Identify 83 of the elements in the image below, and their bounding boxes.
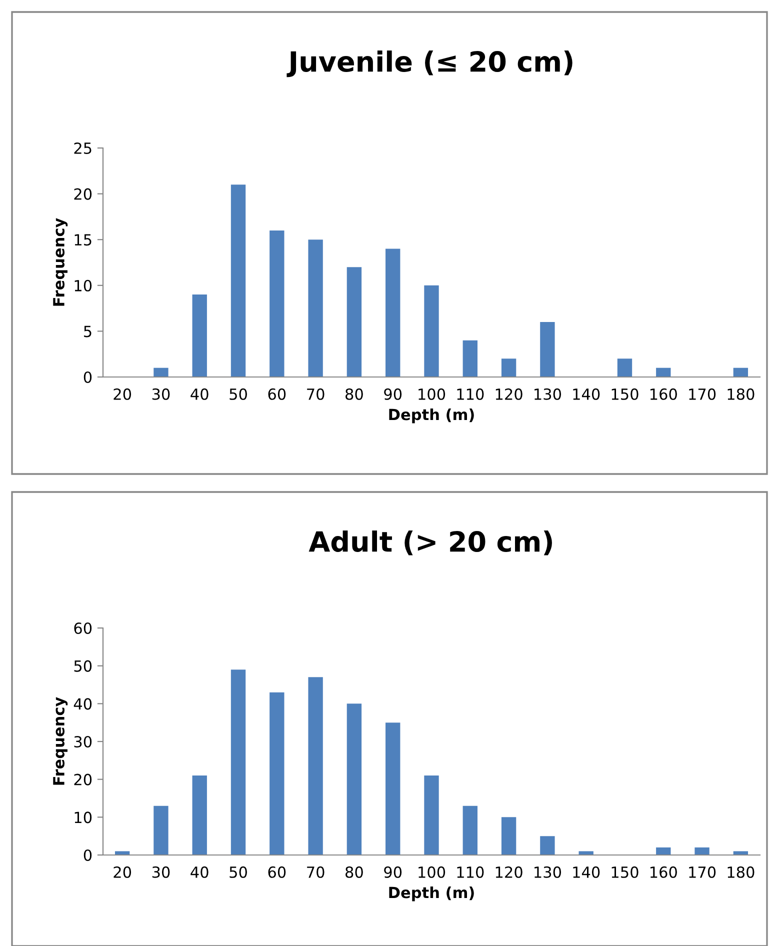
x-tick-label: 160 <box>650 866 677 878</box>
bar <box>694 847 710 855</box>
x-tick-label: 90 <box>384 866 402 878</box>
bar <box>733 368 748 377</box>
x-tick-label: 20 <box>114 388 132 400</box>
y-tick-label: 10 <box>74 280 92 292</box>
y-tick-label: 0 <box>84 371 92 384</box>
x-tick-label: 70 <box>307 388 324 400</box>
x-tick-label: 20 <box>114 866 132 878</box>
x-tick-label: 50 <box>230 388 247 400</box>
bar <box>154 806 168 855</box>
bar <box>346 267 362 377</box>
y-tick-label: 5 <box>84 326 92 338</box>
y-tick-label: 0 <box>84 849 92 862</box>
chart-title: Adult (> 20 cm) <box>308 530 552 556</box>
y-axis-title: Frequency <box>53 218 68 306</box>
x-tick-label: 130 <box>534 388 562 400</box>
bar <box>656 847 671 855</box>
x-tick-label: 160 <box>650 388 677 400</box>
y-tick-label: 60 <box>74 622 92 634</box>
x-tick-label: 140 <box>573 388 600 400</box>
bar <box>230 184 246 377</box>
x-tick-label: 60 <box>268 388 286 400</box>
bar <box>308 240 323 377</box>
x-tick-label: 100 <box>418 388 446 400</box>
y-tick-label: 30 <box>74 736 92 748</box>
bar <box>501 817 516 855</box>
x-tick-label: 90 <box>384 388 402 400</box>
x-tick-label: 150 <box>612 388 638 400</box>
x-tick-label: 170 <box>689 388 716 400</box>
x-tick-label: 60 <box>268 866 286 878</box>
bar <box>192 776 207 855</box>
bar <box>462 806 478 855</box>
bar <box>308 677 323 855</box>
x-tick-label: 30 <box>152 388 170 400</box>
x-tick-label: 130 <box>534 866 562 878</box>
bar <box>540 322 555 377</box>
bar <box>386 722 400 855</box>
bar <box>617 358 632 377</box>
x-tick-label: 80 <box>346 866 363 878</box>
bar <box>424 285 439 377</box>
x-tick-label: 170 <box>689 866 716 878</box>
y-axis-title: Frequency <box>53 697 68 785</box>
bar <box>578 851 594 855</box>
x-axis-title: Depth (m) <box>389 886 474 902</box>
bar <box>114 851 130 855</box>
y-tick-label: 20 <box>74 774 92 786</box>
x-tick-label: 110 <box>457 388 484 400</box>
x-tick-label: 100 <box>418 866 446 878</box>
y-tick-label: 40 <box>74 698 92 710</box>
x-tick-label: 140 <box>573 866 600 878</box>
bar <box>424 776 439 855</box>
bar <box>346 704 362 855</box>
y-tick-label: 10 <box>74 812 92 824</box>
bar <box>230 670 246 855</box>
y-tick-label: 25 <box>74 142 92 154</box>
x-tick-label: 40 <box>190 388 208 400</box>
bar <box>386 248 400 377</box>
y-tick-label: 50 <box>74 660 92 672</box>
x-tick-label: 110 <box>457 866 484 878</box>
x-tick-label: 180 <box>728 866 754 878</box>
x-axis-title: Depth (m) <box>389 408 474 424</box>
y-tick-label: 20 <box>74 188 92 200</box>
bar <box>270 230 284 377</box>
x-tick-label: 80 <box>346 388 363 400</box>
bar <box>733 851 748 855</box>
bar <box>540 836 555 855</box>
x-tick-label: 120 <box>496 866 522 878</box>
chart-title: Juvenile (≤ 20 cm) <box>286 50 572 78</box>
x-tick-label: 50 <box>230 866 247 878</box>
bar <box>656 368 671 377</box>
bar <box>501 358 516 377</box>
x-tick-label: 120 <box>496 388 522 400</box>
bar <box>270 692 284 855</box>
x-tick-label: 40 <box>190 866 208 878</box>
bar <box>462 340 478 377</box>
x-tick-label: 30 <box>152 866 170 878</box>
bar <box>192 294 207 377</box>
bar <box>154 368 168 377</box>
x-tick-label: 70 <box>307 866 324 878</box>
x-tick-label: 180 <box>728 388 754 400</box>
x-tick-label: 150 <box>612 866 638 878</box>
y-tick-label: 15 <box>74 234 92 246</box>
